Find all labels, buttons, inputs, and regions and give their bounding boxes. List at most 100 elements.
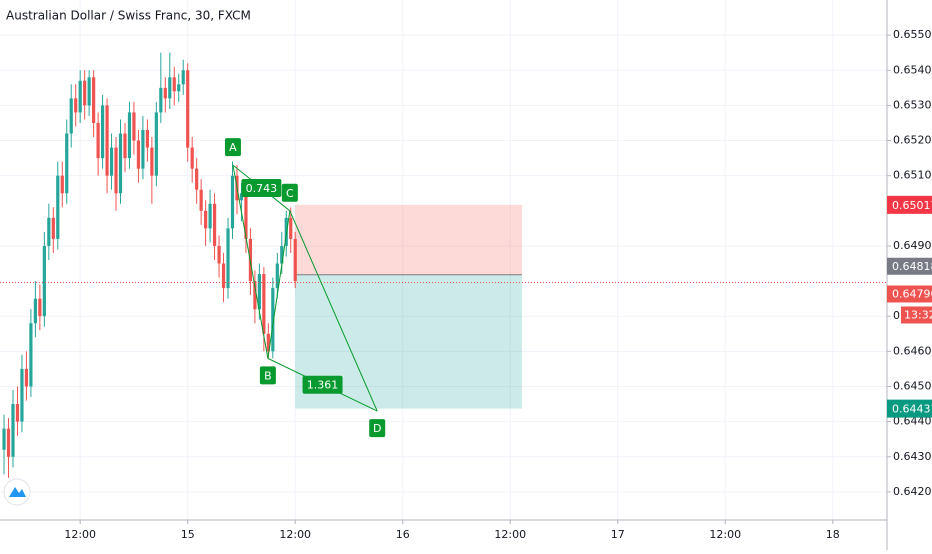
candle-body [212, 203, 217, 246]
candle-body [266, 333, 270, 352]
last-price-label: 0.64796 [892, 287, 932, 300]
candle-body [83, 80, 87, 106]
stop-label: 0.65017 [892, 199, 932, 212]
candle-body [74, 98, 78, 113]
x-tick-label: 12:00 [64, 528, 96, 541]
pattern-leg [289, 210, 378, 412]
countdown-label: 13:32 [904, 308, 932, 321]
candle-body [239, 193, 244, 201]
candle-body [136, 140, 141, 169]
ratio-box [241, 178, 282, 197]
target-label: 0.64437 [892, 403, 932, 416]
candle-body [221, 263, 226, 289]
candle-body [177, 84, 181, 92]
candle-body [145, 130, 149, 148]
candle-body [154, 112, 158, 176]
candle-body [199, 189, 203, 211]
candle-body [186, 70, 190, 148]
candle-body [47, 217, 51, 246]
candle-body [217, 245, 221, 264]
point-label: D [373, 422, 381, 435]
candle-body [6, 428, 11, 457]
point-label: B [264, 369, 272, 382]
x-tick-label: 16 [396, 528, 410, 541]
candle-body [24, 368, 29, 387]
candle-body [20, 368, 24, 422]
candle-body [105, 105, 109, 176]
point-label: C [286, 187, 294, 200]
chart-title: Australian Dollar / Swiss Franc, 30, FXC… [6, 9, 251, 23]
stop-zone [295, 204, 522, 275]
x-tick-label: 12:00 [494, 528, 526, 541]
x-tick-label: 18 [826, 528, 840, 541]
ratio-label: 0.743 [246, 182, 278, 195]
candle-body [109, 147, 114, 176]
candle-body [56, 175, 60, 239]
entry-label-box [887, 257, 932, 275]
candle-body [96, 122, 100, 159]
ratio-box [302, 375, 343, 394]
candle-body [118, 133, 123, 194]
point-box [281, 183, 298, 202]
y-tick-label: 0.64200 [893, 485, 932, 498]
pattern-leg [267, 210, 291, 359]
candle-body [78, 80, 82, 113]
candle-body [230, 175, 235, 229]
candle-body [114, 147, 118, 194]
candle-body [293, 238, 297, 282]
candle-body [11, 404, 15, 457]
point-box [369, 419, 386, 438]
stop-label-box [887, 195, 932, 214]
candle-body [150, 147, 154, 176]
candle-body [127, 112, 132, 159]
candle-body [60, 175, 64, 194]
candle-body [257, 274, 261, 310]
candle-body [15, 404, 20, 422]
candle-body [289, 217, 293, 239]
candle-body [163, 87, 167, 99]
point-label: A [229, 141, 237, 154]
x-tick-label: 17 [611, 528, 625, 541]
candle-body [190, 147, 194, 169]
candle-body [195, 168, 199, 190]
x-tick-label: 15 [181, 528, 195, 541]
candle-body [271, 288, 275, 352]
candle-body [141, 130, 145, 169]
point-box [224, 138, 241, 157]
x-tick-label: 12:00 [279, 528, 311, 541]
candle-body [87, 77, 91, 106]
plot: 0.743 1.361 A B C D [0, 52, 887, 478]
candle-body [69, 98, 73, 134]
ratio-label: 1.361 [307, 379, 339, 392]
target-label-box [887, 399, 932, 418]
x-tick-label: 12:00 [709, 528, 741, 541]
candle-body [2, 428, 6, 450]
candle-body [253, 281, 257, 310]
candle-body [100, 105, 105, 159]
logo-icon [9, 487, 26, 497]
candle-body [42, 245, 46, 317]
candle-body [280, 245, 284, 264]
candle-body [226, 228, 230, 289]
candle-body [51, 217, 55, 239]
candle-body [92, 77, 96, 123]
pattern-leg [232, 165, 269, 359]
candle-body [159, 87, 163, 113]
candle-body [168, 77, 172, 99]
candle-body [244, 193, 248, 239]
candle-body [29, 323, 33, 387]
candle-body [208, 203, 212, 229]
last-price-box [887, 285, 932, 303]
candle-body [172, 77, 176, 92]
